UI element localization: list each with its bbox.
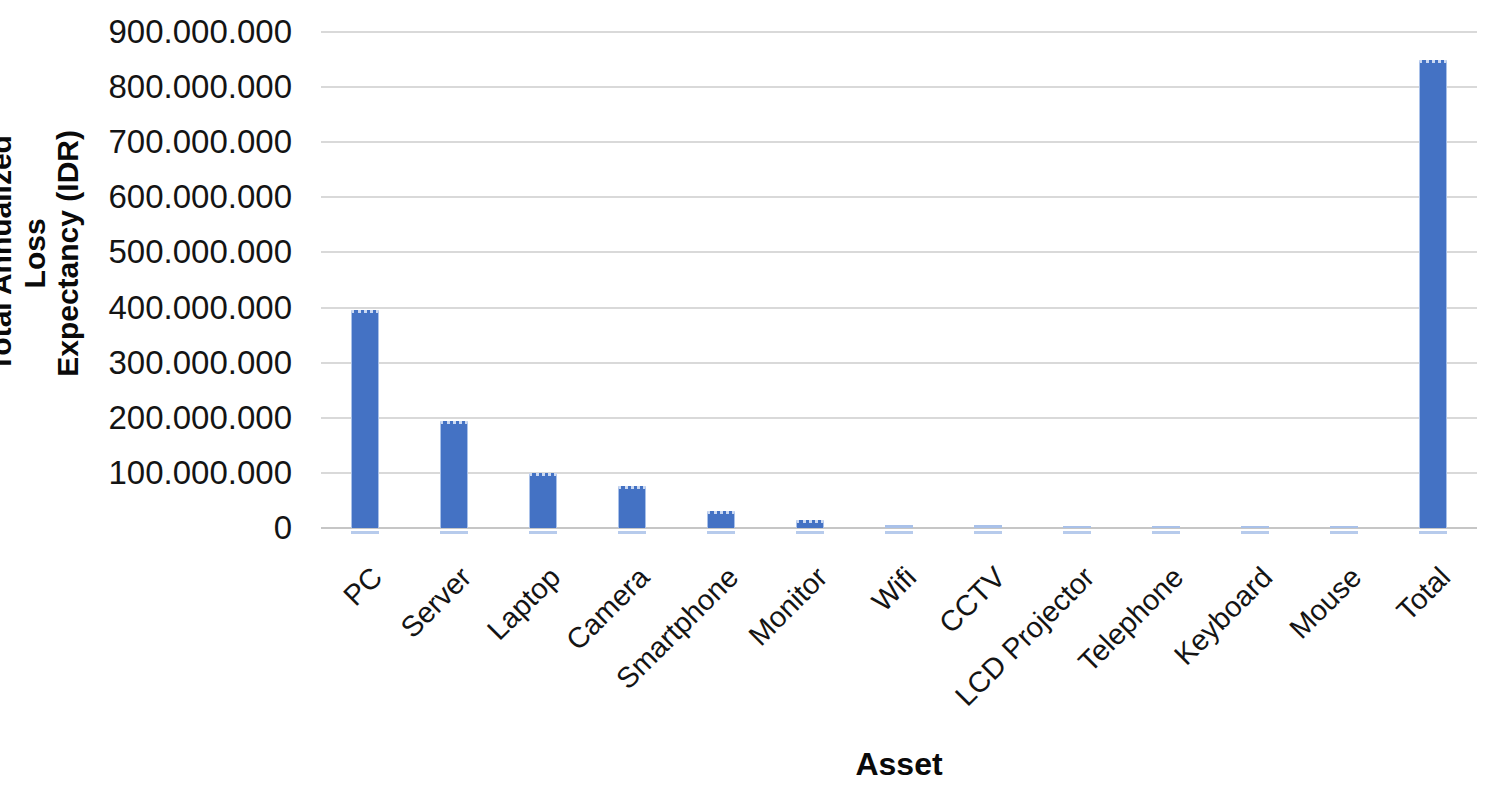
bar-selection-underline bbox=[529, 531, 557, 534]
y-tick-label: 0 bbox=[72, 510, 292, 546]
y-tick-label: 100.000.000 bbox=[72, 455, 292, 491]
bar-keyboard bbox=[1241, 526, 1269, 528]
gridline bbox=[321, 196, 1477, 198]
y-tick-label: 800.000.000 bbox=[72, 69, 292, 105]
y-tick-label: 200.000.000 bbox=[72, 400, 292, 436]
bar-selection-underline bbox=[707, 531, 735, 534]
bar-selection-underline bbox=[1063, 531, 1091, 534]
bar-telephone bbox=[1152, 526, 1180, 528]
bar-mouse bbox=[1330, 526, 1358, 528]
bar-lcd-projector bbox=[1063, 526, 1091, 528]
bar-selection-underline bbox=[885, 531, 913, 534]
y-tick-label: 400.000.000 bbox=[72, 290, 292, 326]
bar-selection-underline bbox=[351, 531, 379, 534]
bar-selection-underline bbox=[974, 531, 1002, 534]
bar-selection-underline bbox=[440, 531, 468, 534]
bar-selection-underline bbox=[1241, 531, 1269, 534]
bar-smartphone bbox=[707, 511, 735, 528]
bar-chart: Total Annualized Loss Expectancy (IDR) A… bbox=[0, 0, 1498, 790]
gridline bbox=[321, 362, 1477, 364]
y-tick-label: 300.000.000 bbox=[72, 345, 292, 381]
y-tick-label: 700.000.000 bbox=[72, 124, 292, 160]
y-tick-label: 500.000.000 bbox=[72, 234, 292, 270]
bar-wifi bbox=[885, 525, 913, 528]
gridline bbox=[321, 251, 1477, 253]
y-tick-label: 900.000.000 bbox=[72, 14, 292, 50]
gridline bbox=[321, 86, 1477, 88]
gridline bbox=[321, 417, 1477, 419]
gridline bbox=[321, 141, 1477, 143]
y-axis-title-line1: Total Annualized Loss bbox=[0, 135, 50, 372]
bar-pc bbox=[351, 310, 379, 528]
bar-selection-underline bbox=[1330, 531, 1358, 534]
gridline bbox=[321, 472, 1477, 474]
bar-server bbox=[440, 421, 468, 528]
bar-selection-underline bbox=[1419, 531, 1447, 534]
bar-camera bbox=[618, 486, 646, 528]
bar-laptop bbox=[529, 473, 557, 528]
bar-selection-underline bbox=[796, 531, 824, 534]
y-tick-label: 600.000.000 bbox=[72, 179, 292, 215]
bar-selection-underline bbox=[618, 531, 646, 534]
bar-cctv bbox=[974, 525, 1002, 528]
bar-selection-underline bbox=[1152, 531, 1180, 534]
gridline bbox=[321, 31, 1477, 33]
gridline bbox=[321, 307, 1477, 309]
bar-monitor bbox=[796, 520, 824, 528]
bar-total bbox=[1419, 60, 1447, 528]
